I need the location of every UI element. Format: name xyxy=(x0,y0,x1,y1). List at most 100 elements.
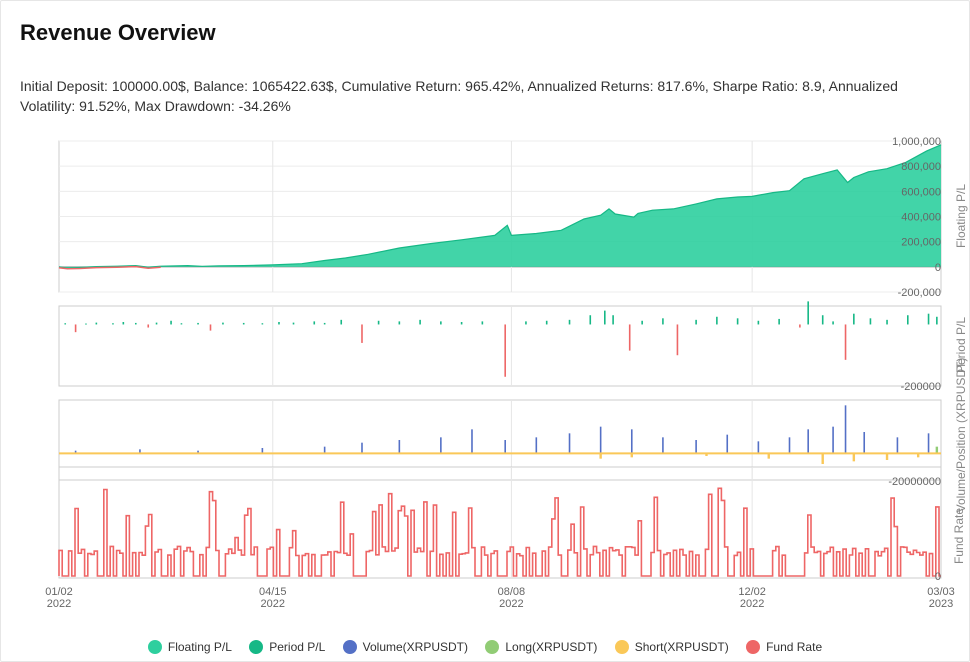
period-pl-bar xyxy=(716,316,718,325)
x-axis-ticks: 01/02202204/15202208/08202212/02202203/0… xyxy=(45,586,955,610)
volume-axis-label: Volume/Position (XRPUSDT) xyxy=(954,358,968,513)
period-pl-bar xyxy=(568,319,571,325)
period-pl-y-tick: -200000 xyxy=(901,381,941,393)
panel-period-pl: -200000 Period P/L xyxy=(58,301,968,393)
volume-bar xyxy=(726,434,729,454)
period-pl-bar xyxy=(170,320,172,325)
legend-item-period-pl[interactable]: Period P/L xyxy=(249,640,325,654)
period-pl-bar xyxy=(122,322,125,325)
volume-bar xyxy=(74,450,77,454)
performance-summary: Initial Deposit: 100000.00$, Balance: 10… xyxy=(20,78,898,114)
legend-dot-icon xyxy=(485,640,500,654)
period-pl-bar xyxy=(460,322,463,325)
short-position-bar xyxy=(885,453,889,460)
legend-item-long[interactable]: Long(XRPUSDT) xyxy=(485,640,597,654)
period-pl-bar xyxy=(398,321,401,325)
period-pl-bar xyxy=(95,322,98,325)
period-pl-bar xyxy=(545,320,548,325)
panel-volume-position: -20000000 Volume/Position (XRPUSDT) xyxy=(58,358,968,513)
panel-fund-rate: 0 Fund Rate xyxy=(58,466,966,583)
period-pl-bar xyxy=(662,318,664,325)
volume-bar xyxy=(568,433,571,454)
period-pl-bar xyxy=(832,321,834,325)
period-pl-bar xyxy=(85,323,87,325)
legend-dot-icon xyxy=(614,640,629,654)
period-pl-bar xyxy=(313,321,316,325)
legend-label: Short(XRPUSDT) xyxy=(634,640,729,654)
period-pl-bar xyxy=(886,319,888,325)
period-pl-bar xyxy=(807,301,809,325)
x-tick-label: 08/08 xyxy=(498,586,526,598)
volume-bar xyxy=(504,440,506,454)
legend-dot-icon xyxy=(147,640,162,654)
floating-pl-y-ticks: -200,000 0 200,000 400,000 600,000 800,000 1,0… xyxy=(892,136,941,299)
period-pl-bar xyxy=(64,323,67,325)
volume-bar xyxy=(807,429,809,454)
y-tick-label: 600,000 xyxy=(901,186,941,198)
legend-item-fund-rate[interactable]: Fund Rate xyxy=(746,640,822,654)
volume-bar xyxy=(471,429,473,454)
volume-bars xyxy=(74,405,939,464)
short-position-bar xyxy=(852,453,856,462)
y-tick-label: -200,000 xyxy=(898,287,941,299)
period-pl-bar xyxy=(628,324,631,351)
short-position-bar xyxy=(630,453,633,458)
period-pl-bar xyxy=(481,321,484,325)
y-tick-label: 1,000,000 xyxy=(892,136,941,148)
period-pl-bar xyxy=(906,315,909,325)
volume-bar xyxy=(863,432,866,454)
legend-item-volume[interactable]: Volume(XRPUSDT) xyxy=(342,640,468,654)
legend-label: Volume(XRPUSDT) xyxy=(362,640,468,654)
volume-frame xyxy=(58,399,942,481)
period-pl-axis-label: Period P/L xyxy=(954,317,968,373)
legend-label: Long(XRPUSDT) xyxy=(505,640,598,654)
period-pl-bar xyxy=(261,323,264,325)
period-pl-bar xyxy=(361,324,363,343)
period-pl-bar xyxy=(612,315,614,325)
y-tick-label: 0 xyxy=(935,262,941,274)
period-pl-frame xyxy=(58,305,942,387)
volume-bar xyxy=(844,405,847,454)
period-pl-bar xyxy=(134,322,137,325)
panel-floating-pl: -200,000 0 200,000 400,000 600,000 800,000 1,0… xyxy=(58,136,968,299)
legend-label: Fund Rate xyxy=(766,640,823,654)
period-pl-bar xyxy=(292,322,295,325)
period-pl-bar xyxy=(112,323,114,325)
x-tick-year-label: 2022 xyxy=(740,598,764,610)
volume-bar xyxy=(757,441,760,454)
volume-bar xyxy=(927,433,930,454)
period-pl-vertical-gridlines xyxy=(272,306,753,386)
x-tick-label: 03/03 xyxy=(927,586,955,598)
period-pl-bar xyxy=(525,321,527,325)
volume-bar xyxy=(832,426,834,454)
volume-bar xyxy=(630,429,633,454)
floating-pl-area xyxy=(59,144,941,269)
x-tick-year-label: 2022 xyxy=(499,598,523,610)
volume-bar xyxy=(695,440,697,454)
short-position-bar xyxy=(705,453,708,456)
period-pl-bar xyxy=(799,324,801,328)
period-pl-bar xyxy=(197,322,199,325)
volume-bar xyxy=(139,449,141,454)
legend-dot-icon xyxy=(249,640,264,654)
volume-bar xyxy=(788,437,791,454)
legend-item-short[interactable]: Short(XRPUSDT) xyxy=(614,640,729,654)
short-position-bar xyxy=(599,453,602,459)
volume-bar xyxy=(323,446,326,454)
period-pl-bar xyxy=(736,318,739,325)
period-pl-bar xyxy=(589,315,592,325)
legend-item-floating-pl[interactable]: Floating P/L xyxy=(147,640,232,654)
period-pl-bar xyxy=(695,319,697,325)
legend-label: Floating P/L xyxy=(167,640,232,654)
period-pl-bar xyxy=(757,320,760,325)
long-position-bar xyxy=(935,446,939,454)
period-pl-bar xyxy=(869,318,872,325)
period-pl-bar xyxy=(74,324,77,333)
y-tick-label: 200,000 xyxy=(901,237,941,249)
x-tick-year-label: 2022 xyxy=(47,598,71,610)
volume-bar xyxy=(440,437,442,454)
floating-pl-negative-line xyxy=(58,265,161,270)
period-pl-bar xyxy=(844,324,847,360)
period-pl-bar xyxy=(936,316,938,325)
